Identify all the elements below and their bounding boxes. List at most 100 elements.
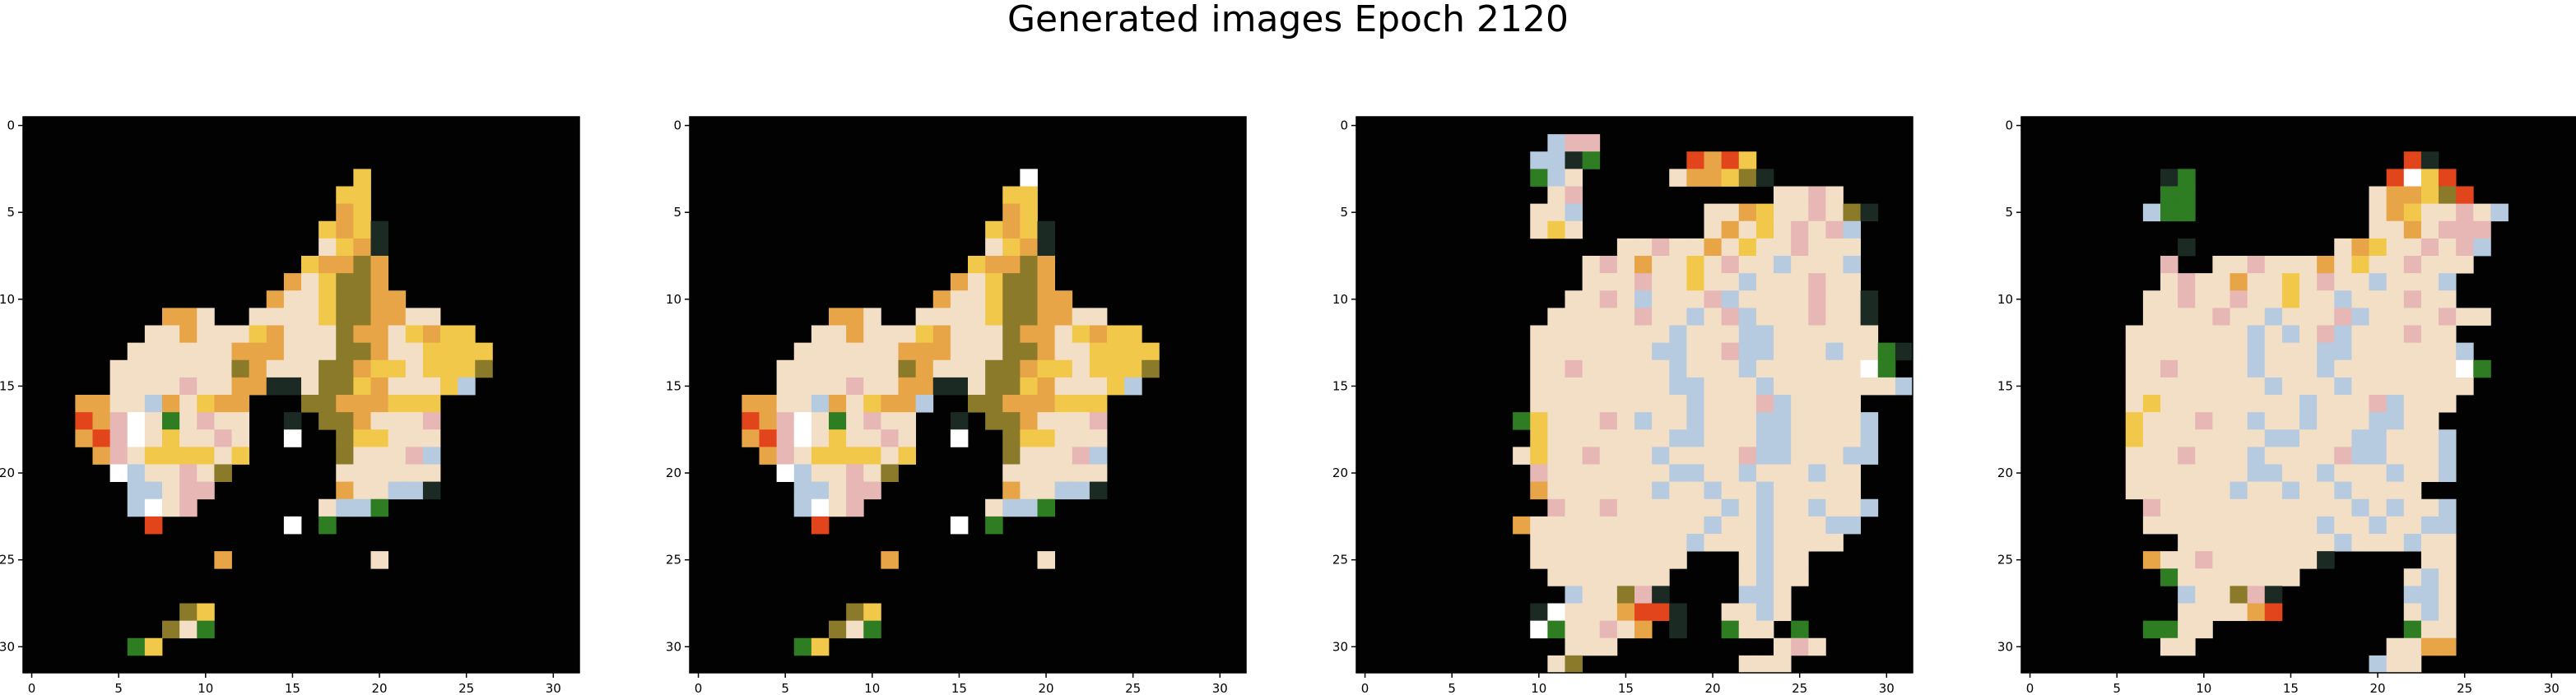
- pixel-cell: [1669, 273, 1687, 291]
- pixel-cell: [1774, 603, 1792, 622]
- x-tick-label: 10: [864, 681, 880, 695]
- pixel-cell: [1755, 412, 1774, 430]
- pixel-cell: [353, 429, 371, 447]
- pixel-cell: [231, 377, 250, 396]
- pixel-cell: [1738, 238, 1757, 257]
- pixel-cell: [1704, 203, 1723, 222]
- pixel-cell: [2160, 273, 2178, 291]
- pixel-cell: [1037, 342, 1056, 361]
- pixel-cell: [1669, 516, 1687, 535]
- pixel-cell: [2160, 308, 2178, 326]
- pixel-cell: [2142, 620, 2161, 639]
- y-tick-label: 25: [1997, 553, 2013, 568]
- pixel-cell: [1530, 203, 1548, 222]
- pixel-cell: [2230, 290, 2248, 308]
- pixel-cell: [370, 359, 389, 378]
- pixel-cell: [2299, 447, 2318, 465]
- pixel-cell: [2351, 342, 2369, 361]
- pixel-cell: [1843, 238, 1862, 257]
- pixel-cell: [1582, 534, 1601, 552]
- pixel-cell: [1530, 551, 1548, 569]
- pixel-cell: [1599, 290, 1618, 308]
- pixel-cell: [1669, 447, 1687, 465]
- pixel-cell: [2195, 586, 2213, 604]
- pixel-cell: [1530, 325, 1548, 344]
- pixel-cell: [1843, 377, 1862, 396]
- y-tick-label: 20: [666, 466, 681, 480]
- pixel-cell: [1107, 377, 1125, 396]
- pixel-cell: [1755, 551, 1774, 569]
- pixel-cell: [92, 447, 111, 465]
- pixel-cell: [2420, 568, 2439, 586]
- pixel-cell: [1825, 464, 1844, 483]
- pixel-cell: [2439, 359, 2457, 378]
- pixel-cell: [1738, 359, 1757, 378]
- pixel-cell: [2420, 603, 2439, 622]
- pixel-cell: [2334, 447, 2352, 465]
- pixel-cell: [2439, 516, 2457, 535]
- x-tick-label: 0: [28, 681, 36, 695]
- pixel-cell: [440, 359, 458, 378]
- pixel-cell: [1755, 377, 1774, 396]
- pixel-cell: [1843, 395, 1862, 413]
- pixel-cell: [2439, 325, 2457, 344]
- pixel-cell: [2317, 273, 2335, 291]
- y-tick-label: 5: [7, 205, 15, 220]
- pixel-cell: [422, 377, 441, 396]
- pixel-cell: [2420, 464, 2439, 483]
- pixel-cell: [950, 325, 969, 344]
- pixel-cell: [985, 498, 1003, 517]
- pixel-cell: [144, 498, 163, 517]
- pixel-cell: [1652, 412, 1670, 430]
- pixel-cell: [1599, 429, 1618, 447]
- pixel-cell: [1565, 429, 1583, 447]
- pixel-cell: [1825, 290, 1844, 308]
- y-tick-label: 15: [0, 378, 15, 393]
- pixel-cell: [336, 481, 354, 500]
- pixel-cell: [2178, 586, 2196, 604]
- pixel-cell: [1037, 359, 1056, 378]
- y-tick-label: 20: [1332, 466, 1348, 480]
- pixel-cell: [2178, 238, 2196, 257]
- pixel-cell: [1002, 203, 1021, 222]
- pixel-cell: [75, 429, 93, 447]
- pixel-cell: [1582, 637, 1601, 656]
- pixel-cell: [231, 359, 250, 378]
- pixel-cell: [2195, 273, 2213, 291]
- pixel-cell: [1652, 447, 1670, 465]
- pixel-cell: [2264, 377, 2283, 396]
- pixel-cell: [863, 429, 881, 447]
- pixel-cell: [2386, 359, 2405, 378]
- pixel-cell: [2160, 169, 2178, 187]
- pixel-cell: [336, 359, 354, 378]
- pixel-cell: [950, 377, 969, 396]
- pixel-cell: [1530, 220, 1548, 239]
- pixel-cell: [2456, 203, 2474, 222]
- pixel-cell: [1686, 516, 1704, 535]
- x-tick-label: 25: [2457, 681, 2472, 695]
- pixel-cell: [2386, 395, 2405, 413]
- pixel-cell: [1825, 412, 1844, 430]
- pixel-cell: [2420, 186, 2439, 205]
- pixel-cell: [1669, 534, 1687, 552]
- pixel-cell: [1755, 516, 1774, 535]
- pixel-cell: [127, 342, 146, 361]
- pixel-cell: [950, 308, 969, 326]
- pixel-cell: [1582, 256, 1601, 274]
- pixel-cell: [2420, 169, 2439, 187]
- pixel-cell: [1037, 290, 1056, 308]
- pixel-cell: [2264, 412, 2283, 430]
- pixel-cell: [2420, 359, 2439, 378]
- pixel-cell: [336, 377, 354, 396]
- pixel-cell: [1843, 516, 1862, 535]
- pixel-cell: [1634, 325, 1653, 344]
- pixel-cell: [1547, 412, 1565, 430]
- pixel-cell: [2142, 377, 2161, 396]
- pixel-cell: [1124, 325, 1142, 344]
- pixel-cell: [1652, 586, 1670, 604]
- pixel-cell: [2212, 464, 2230, 483]
- pixel-cell: [336, 325, 354, 344]
- pixel-cell: [2439, 256, 2457, 274]
- pixel-cell: [1860, 308, 1879, 326]
- pixel-cell: [1582, 377, 1601, 396]
